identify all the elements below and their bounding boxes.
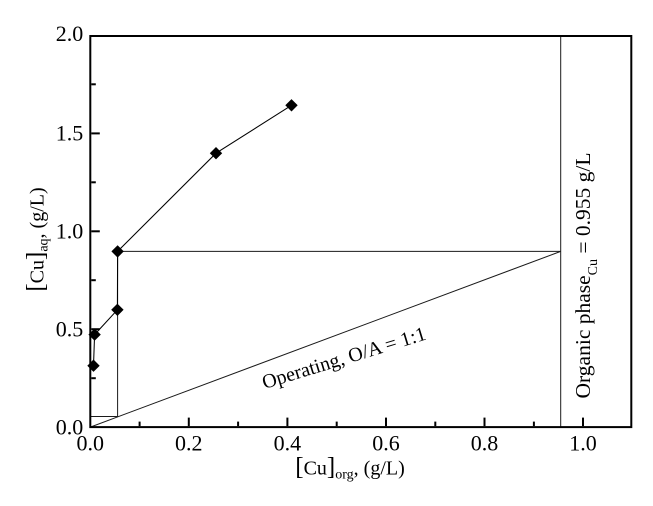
svg-text:2.0: 2.0 [56, 21, 84, 46]
svg-text:0.0: 0.0 [77, 431, 105, 456]
svg-text:Operating, O/A = 1:1: Operating, O/A = 1:1 [260, 323, 429, 394]
svg-text:0.8: 0.8 [471, 431, 499, 456]
svg-text:1.0: 1.0 [56, 219, 84, 244]
svg-text:1.5: 1.5 [56, 121, 84, 146]
svg-text:0.2: 0.2 [175, 431, 203, 456]
svg-text:0.4: 0.4 [274, 431, 302, 456]
svg-text:0.0: 0.0 [56, 414, 84, 439]
svg-text:[Cu]org, (g/L): [Cu]org, (g/L) [295, 453, 405, 482]
svg-text:0.5: 0.5 [56, 317, 84, 342]
svg-text:Organic phaseCu = 0.955 g/L: Organic phaseCu = 0.955 g/L [571, 152, 601, 398]
svg-text:0.6: 0.6 [372, 431, 400, 456]
svg-text:1.0: 1.0 [569, 431, 597, 456]
svg-text:[Cu]aq, (g/L): [Cu]aq, (g/L) [22, 187, 51, 291]
